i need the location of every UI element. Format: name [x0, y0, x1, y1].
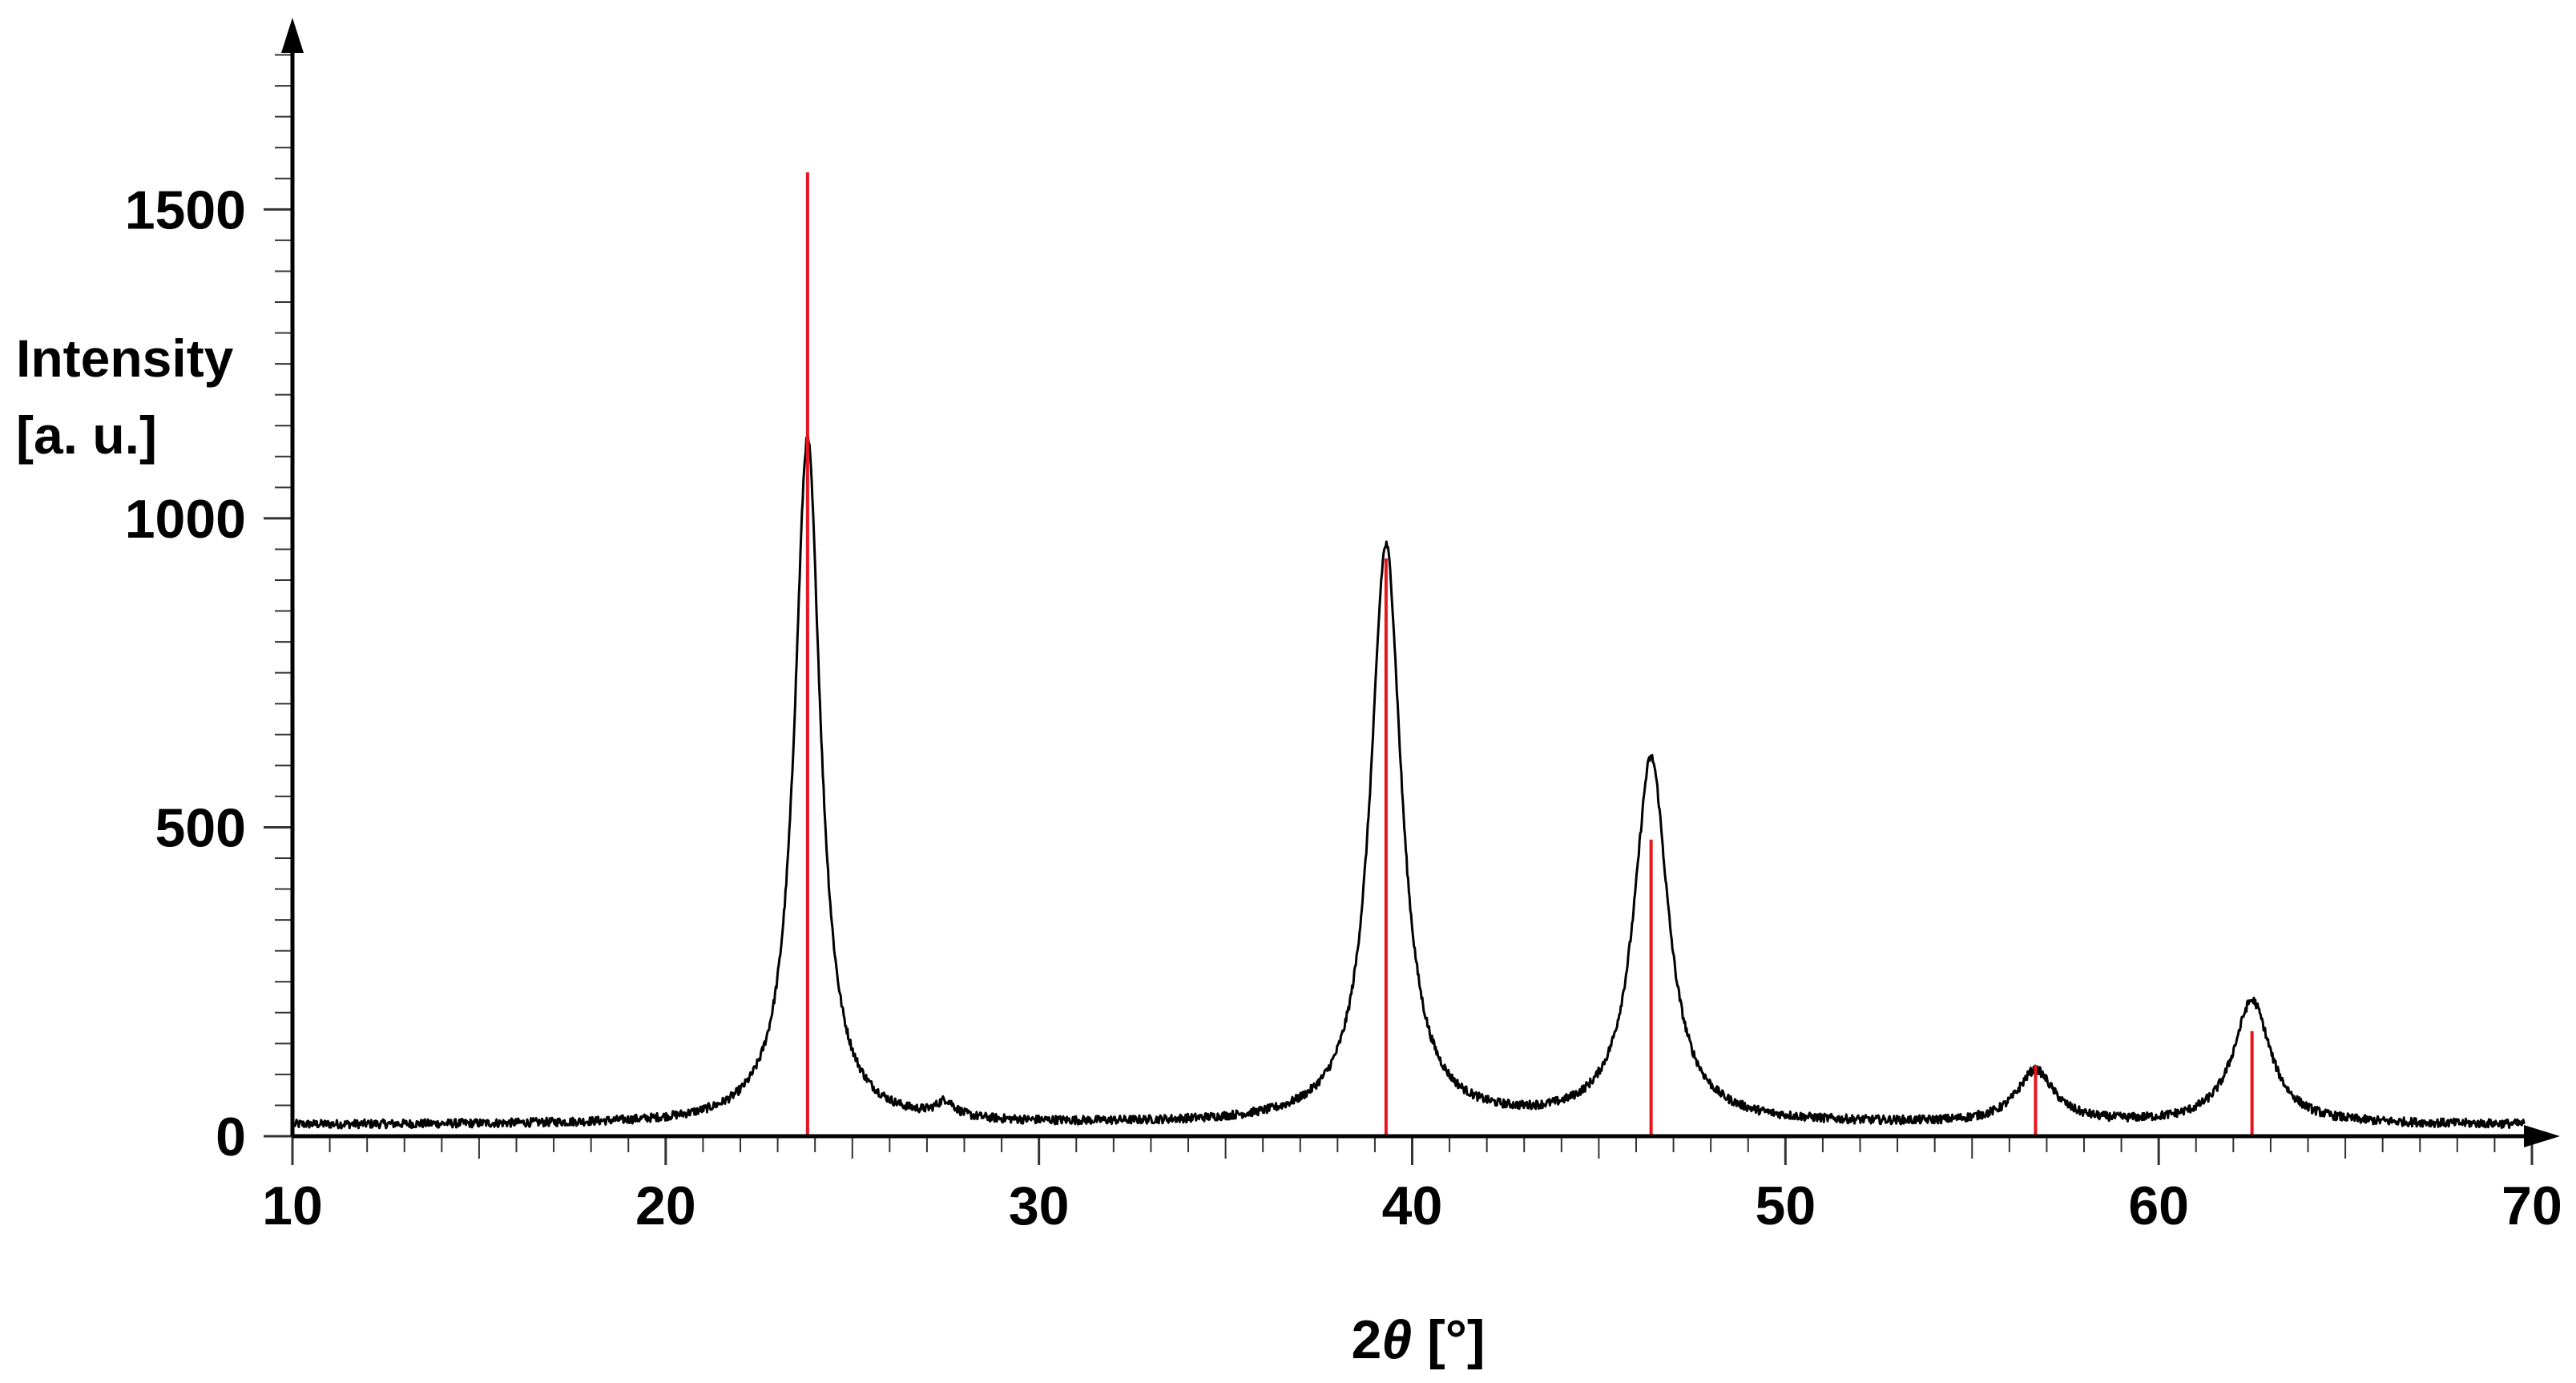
x-axis-label-symbol: θ — [1381, 1309, 1412, 1370]
y-axis-ticks — [264, 54, 292, 1138]
x-tick-label: 50 — [1756, 1175, 1816, 1236]
x-axis-arrow — [2524, 1125, 2560, 1147]
x-tick-label: 70 — [2501, 1175, 2562, 1236]
x-axis-label: 2θ [°] — [1351, 1309, 1485, 1370]
y-tick-label: 1000 — [125, 489, 246, 550]
y-tick-label: 500 — [155, 797, 246, 858]
y-axis-arrow — [281, 18, 304, 53]
y-axis-label-line1: Intensity — [16, 329, 234, 388]
x-tick-label: 60 — [2128, 1175, 2189, 1236]
y-tick-label: 1500 — [125, 179, 246, 240]
x-tick-label: 30 — [1009, 1175, 1070, 1236]
tick-labels: 0 500 1000 1500 10 20 30 40 50 60 70 — [125, 179, 2562, 1236]
plot-area — [292, 172, 2526, 1136]
measured-pattern-line — [292, 434, 2526, 1130]
y-axis-label-line2: [a. u.] — [16, 405, 157, 465]
y-tick-label: 0 — [216, 1107, 246, 1167]
x-tick-label: 20 — [635, 1175, 696, 1236]
x-axis-label-prefix: 2 — [1351, 1309, 1381, 1370]
x-axis-label-unit: [°] — [1412, 1309, 1485, 1370]
x-tick-label: 40 — [1382, 1175, 1443, 1236]
axes — [281, 18, 2560, 1147]
x-tick-label: 10 — [262, 1175, 323, 1236]
x-axis-ticks — [291, 1136, 2534, 1165]
